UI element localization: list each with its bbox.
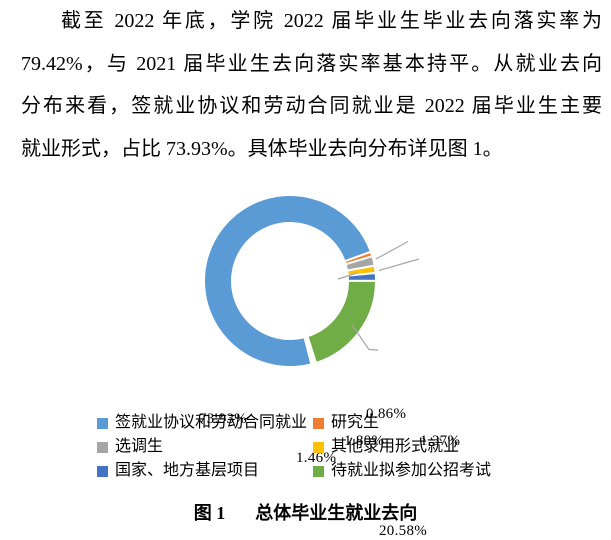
legend-color-swatch [97, 465, 108, 477]
paragraph-line: 79.42%，与 2021 届毕业生去向落实率基本持平。从就业去向 [21, 52, 602, 75]
legend-color-swatch [313, 465, 324, 477]
leader-line-20.58 [351, 324, 379, 351]
legend-label: 待就业拟参加公招考试 [331, 462, 492, 479]
legend-label: 国家、地方基层项目 [115, 462, 260, 479]
slice-label-graduate: 0.86% [366, 406, 407, 422]
legend-color-swatch [97, 417, 108, 429]
paragraph-line: 分布来看，签就业协议和劳动合同就业是 2022 届毕业生主要 [21, 95, 602, 117]
leader-line-1.46 [337, 272, 358, 280]
legend-label: 其他录用形式就业 [331, 438, 460, 455]
legend-label: 研究生 [331, 414, 380, 431]
figure-number: 图 1 [193, 503, 226, 523]
slice-label-xuandiao: 1.80% [344, 433, 385, 449]
paragraph-line: 截至 2022 年底，学院 2022 届毕业生毕业去向落实率为 [61, 10, 602, 32]
legend-item-5: 国家、地方基层项目 [97, 459, 313, 483]
slice-label-grassroots: 1.46% [296, 450, 337, 466]
donut-slice-6 [306, 279, 378, 365]
legend-item-3: 选调生 [97, 435, 313, 459]
slice-label-pending: 20.58% [379, 523, 428, 539]
slice-label-main: 73.93% [199, 411, 248, 427]
figure-caption: 图 1 总体毕业生就业去向 [0, 501, 611, 525]
slice-label-other-form: 1.37% [420, 433, 461, 449]
donut-slices [203, 194, 378, 368]
legend-item-1: 签就业协议和劳动合同就业 [97, 411, 313, 435]
leader-line-1.37 [378, 258, 420, 272]
legend-item-6: 待就业拟参加公招考试 [313, 459, 491, 483]
donut-chart-svg [203, 194, 420, 368]
legend-color-swatch [313, 417, 324, 429]
leader-lines [337, 240, 420, 351]
legend-label: 选调生 [115, 438, 164, 455]
legend-item-2: 研究生 [313, 411, 491, 435]
legend-color-swatch [97, 441, 108, 453]
donut-slice-1 [203, 194, 373, 368]
legend-label: 签就业协议和劳动合同就业 [115, 414, 308, 431]
figure-title: 总体毕业生就业去向 [255, 503, 418, 523]
paragraph-line: 就业形式，占比 73.93%。具体毕业去向分布详见图 1。 [21, 137, 503, 160]
chart-legend: 签就业协议和劳动合同就业 研究生选调生 其他录用形式就业国家、地方基层项目 待就业拟参… [97, 411, 491, 483]
legend-color-swatch [313, 441, 324, 453]
body-paragraph: 截至 2022 年底，学院 2022 届毕业生毕业去向落实率为 79.42%，与… [21, 0, 602, 170]
leader-line-0.86 [375, 240, 409, 260]
legend-item-4: 其他录用形式就业 [313, 435, 491, 459]
donut-chart: 73.93% 0.86% 1.80% 1.37% 1.46% 20.58% [0, 182, 611, 539]
